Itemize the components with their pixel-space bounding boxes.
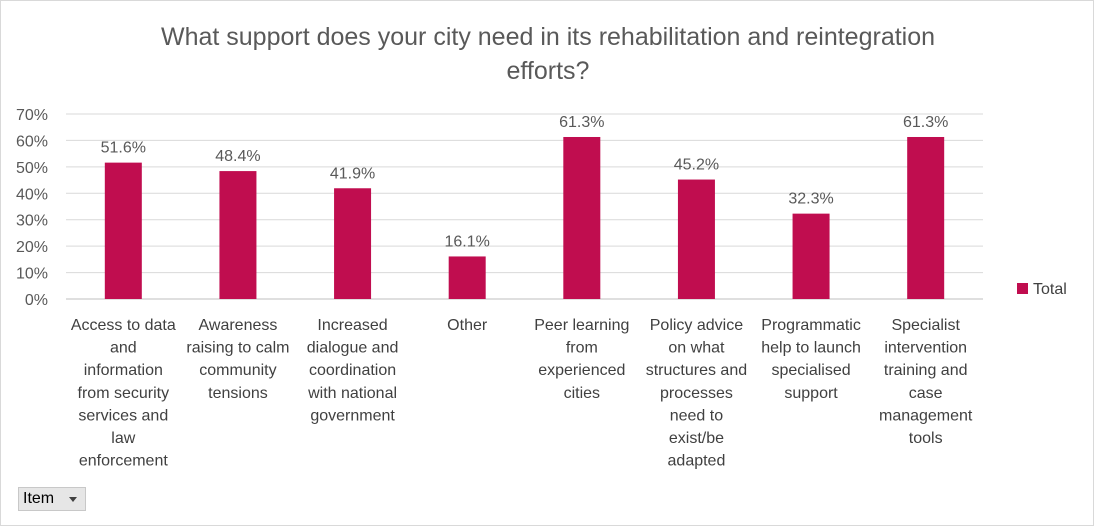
category-label: law xyxy=(111,430,135,447)
y-tick-label: 30% xyxy=(16,213,48,230)
category-label: need to xyxy=(670,407,723,424)
bar xyxy=(104,162,142,299)
category-label: Peer learning xyxy=(534,317,629,334)
y-tick-label: 40% xyxy=(16,186,48,203)
category-label: Awareness xyxy=(199,317,278,334)
category-label: structures and xyxy=(646,362,747,379)
category-label: enforcement xyxy=(79,453,168,470)
bar xyxy=(334,188,372,299)
category-label: exist/be xyxy=(669,430,724,447)
category-label: training and xyxy=(884,362,968,379)
category-label: processes xyxy=(660,385,733,402)
y-tick-label: 0% xyxy=(25,292,48,309)
bar xyxy=(677,179,715,299)
data-label: 61.3% xyxy=(903,114,948,131)
category-label: dialogue and xyxy=(307,340,399,357)
category-label: coordination xyxy=(309,362,396,379)
category-label: support xyxy=(784,385,838,402)
category-label: and xyxy=(110,340,137,357)
category-label: tensions xyxy=(208,385,268,402)
category-label: tools xyxy=(909,430,943,447)
data-label: 45.2% xyxy=(674,157,719,174)
category-label: cities xyxy=(564,385,600,402)
category-label: Other xyxy=(447,317,488,334)
data-label: 48.4% xyxy=(215,148,260,165)
category-label: on what xyxy=(668,340,725,357)
category-label: from security xyxy=(78,385,170,402)
category-label: management xyxy=(879,407,973,424)
data-label: 51.6% xyxy=(101,140,146,157)
y-tick-label: 20% xyxy=(16,239,48,256)
category-label: intervention xyxy=(884,340,967,357)
chart-title-line-1: efforts? xyxy=(507,57,590,85)
category-label: help to launch xyxy=(761,340,861,357)
data-label: 61.3% xyxy=(559,114,604,131)
y-tick-label: 70% xyxy=(16,107,48,124)
bar xyxy=(792,213,830,299)
bar xyxy=(563,136,601,299)
data-label: 32.3% xyxy=(788,191,833,208)
category-label: case xyxy=(909,385,943,402)
category-label: Policy advice xyxy=(650,317,743,334)
legend-swatch xyxy=(1017,283,1028,294)
dropdown-arrow-icon xyxy=(69,496,77,502)
y-tick-label: 60% xyxy=(16,133,48,150)
bar xyxy=(907,136,945,299)
item-filter-button[interactable]: Item xyxy=(18,487,86,511)
legend-label: Total xyxy=(1033,281,1067,298)
y-tick-label: 10% xyxy=(16,266,48,283)
category-label: government xyxy=(310,407,395,424)
category-label: services and xyxy=(78,407,168,424)
category-label: Programmatic xyxy=(761,317,861,334)
category-label: from xyxy=(566,340,598,357)
y-tick-label: 50% xyxy=(16,160,48,177)
bar xyxy=(219,171,257,299)
chart-title-line-0: What support does your city need in its … xyxy=(161,23,935,51)
category-label: raising to calm xyxy=(186,340,289,357)
category-label: Access to data xyxy=(71,317,176,334)
category-label: specialised xyxy=(771,362,850,379)
category-label: information xyxy=(84,362,163,379)
item-filter-label: Item xyxy=(23,490,55,507)
category-label: Specialist xyxy=(891,317,960,334)
data-label: 16.1% xyxy=(445,233,490,250)
data-label: 41.9% xyxy=(330,165,375,182)
bar xyxy=(448,256,486,299)
category-label: Increased xyxy=(317,317,387,334)
category-label: community xyxy=(199,362,276,379)
category-label: experienced xyxy=(538,362,625,379)
category-label: with national xyxy=(307,385,397,402)
category-label: adapted xyxy=(668,453,726,470)
